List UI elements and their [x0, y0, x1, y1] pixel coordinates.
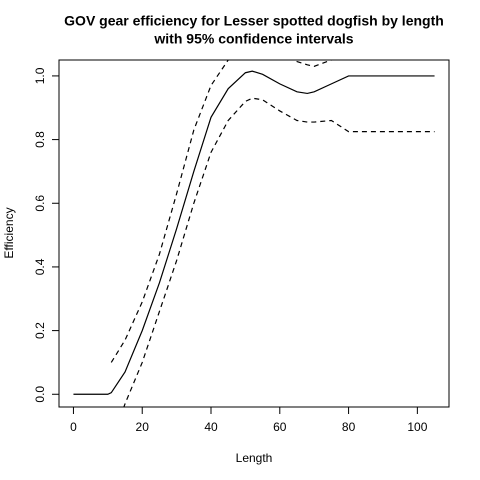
line-series [110, 60, 333, 363]
chart-subtitle: with 95% confidence intervals [153, 31, 353, 47]
plot-box [58, 59, 450, 408]
x-tick-label: 60 [273, 420, 287, 434]
chart-title: GOV gear efficiency for Lesser spotted d… [64, 13, 444, 29]
x-tick-label: 0 [70, 420, 77, 434]
y-tick-label: 0.2 [33, 322, 47, 339]
line-series [123, 97, 435, 407]
y-tick-label: 0.0 [33, 386, 47, 403]
x-axis-label: Length [236, 451, 273, 465]
y-tick-label: 0.4 [33, 258, 47, 275]
y-tick-label: 1.0 [33, 67, 47, 84]
x-tick-label: 100 [407, 420, 427, 434]
y-tick-label: 0.6 [33, 195, 47, 212]
x-tick-label: 80 [342, 420, 356, 434]
x-tick-label: 40 [204, 420, 218, 434]
y-axis-label: Efficiency [2, 207, 16, 258]
y-tick-label: 0.8 [33, 131, 47, 148]
x-tick-label: 20 [136, 420, 150, 434]
plot-area [73, 60, 435, 407]
line-series [73, 70, 435, 395]
